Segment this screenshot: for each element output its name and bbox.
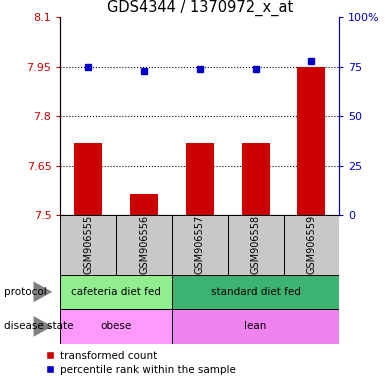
Bar bbox=[60, 215, 116, 275]
Bar bbox=[60, 275, 172, 309]
Text: GSM906555: GSM906555 bbox=[83, 215, 93, 275]
Polygon shape bbox=[34, 281, 52, 302]
Bar bbox=[242, 142, 269, 215]
Text: standard diet fed: standard diet fed bbox=[211, 287, 301, 297]
Bar bbox=[172, 275, 339, 309]
Bar bbox=[172, 215, 228, 275]
Text: cafeteria diet fed: cafeteria diet fed bbox=[71, 287, 161, 297]
Text: lean: lean bbox=[245, 321, 267, 331]
Bar bbox=[130, 194, 158, 215]
Text: GSM906558: GSM906558 bbox=[251, 215, 261, 274]
Bar bbox=[74, 142, 102, 215]
Text: GSM906556: GSM906556 bbox=[139, 215, 149, 274]
Polygon shape bbox=[34, 316, 52, 337]
Bar bbox=[60, 309, 172, 344]
Text: obese: obese bbox=[101, 321, 132, 331]
Bar bbox=[228, 215, 284, 275]
Legend: transformed count, percentile rank within the sample: transformed count, percentile rank withi… bbox=[46, 351, 236, 375]
Text: disease state: disease state bbox=[4, 321, 73, 331]
Text: GSM906559: GSM906559 bbox=[307, 215, 316, 274]
Bar bbox=[298, 67, 325, 215]
Title: GDS4344 / 1370972_x_at: GDS4344 / 1370972_x_at bbox=[107, 0, 293, 16]
Bar bbox=[172, 309, 339, 344]
Bar bbox=[186, 142, 214, 215]
Bar bbox=[284, 215, 339, 275]
Text: GSM906557: GSM906557 bbox=[195, 215, 205, 275]
Bar bbox=[116, 215, 172, 275]
Text: protocol: protocol bbox=[4, 287, 47, 297]
